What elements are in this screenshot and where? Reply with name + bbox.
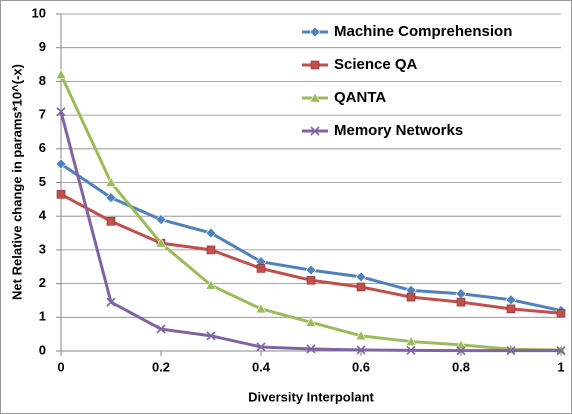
point	[306, 275, 316, 285]
point	[56, 189, 66, 199]
point	[405, 335, 417, 346]
point	[56, 107, 66, 117]
point	[456, 297, 466, 307]
point	[556, 346, 566, 356]
point	[206, 331, 216, 341]
point	[55, 69, 67, 79]
y-tick-label: 1	[39, 309, 46, 324]
point	[105, 192, 117, 204]
point	[55, 158, 67, 170]
legend-label: Machine Comprehension	[334, 23, 512, 40]
point	[106, 297, 116, 307]
point	[506, 346, 516, 356]
x-tick-label: 0.8	[452, 359, 470, 374]
y-tick-label: 6	[39, 140, 46, 155]
point	[155, 237, 167, 248]
legend-label: Memory Networks	[334, 122, 463, 139]
y-tick-label: 3	[39, 241, 46, 256]
y-tick-label: 7	[39, 107, 46, 122]
x-tick-label: 0	[57, 359, 64, 374]
point	[455, 339, 467, 350]
point	[306, 344, 316, 354]
point	[356, 345, 366, 355]
point	[256, 342, 266, 352]
point	[205, 279, 217, 290]
x-tick-label: 0.4	[252, 359, 271, 374]
point	[355, 271, 367, 283]
point	[256, 264, 266, 273]
point	[206, 245, 216, 255]
point	[305, 264, 317, 276]
point	[556, 308, 566, 318]
y-tick-label: 0	[39, 342, 46, 357]
legend-label: Science QA	[334, 56, 418, 73]
x-tick-label: 1	[557, 359, 564, 374]
legend-marker	[310, 126, 320, 136]
x-axis-label: Diversity Interpolant	[248, 389, 374, 404]
y-tick-label: 5	[39, 174, 46, 189]
legend-label: QANTA	[334, 89, 386, 106]
y-axis-label: Net Relative change in params*10^(-x)	[9, 64, 24, 300]
point	[106, 216, 116, 226]
y-tick-label: 2	[39, 275, 46, 290]
point	[506, 304, 516, 314]
point	[305, 316, 317, 327]
y-tick-label: 9	[39, 39, 46, 54]
x-tick-label: 0.6	[352, 359, 370, 374]
legend-marker	[309, 92, 321, 103]
y-tick-label: 4	[39, 208, 47, 223]
point	[406, 292, 416, 302]
point	[355, 330, 367, 341]
legend-marker	[309, 26, 321, 38]
point	[156, 324, 166, 334]
point	[155, 214, 167, 225]
legend-marker	[310, 60, 320, 70]
x-tick-label: 0.2	[152, 359, 170, 374]
y-tick-label: 10	[32, 5, 46, 20]
y-tick-label: 8	[39, 73, 46, 88]
point	[105, 176, 117, 187]
point	[255, 303, 267, 314]
point	[456, 346, 466, 356]
point	[356, 282, 366, 292]
point	[205, 227, 217, 239]
point	[406, 345, 416, 355]
